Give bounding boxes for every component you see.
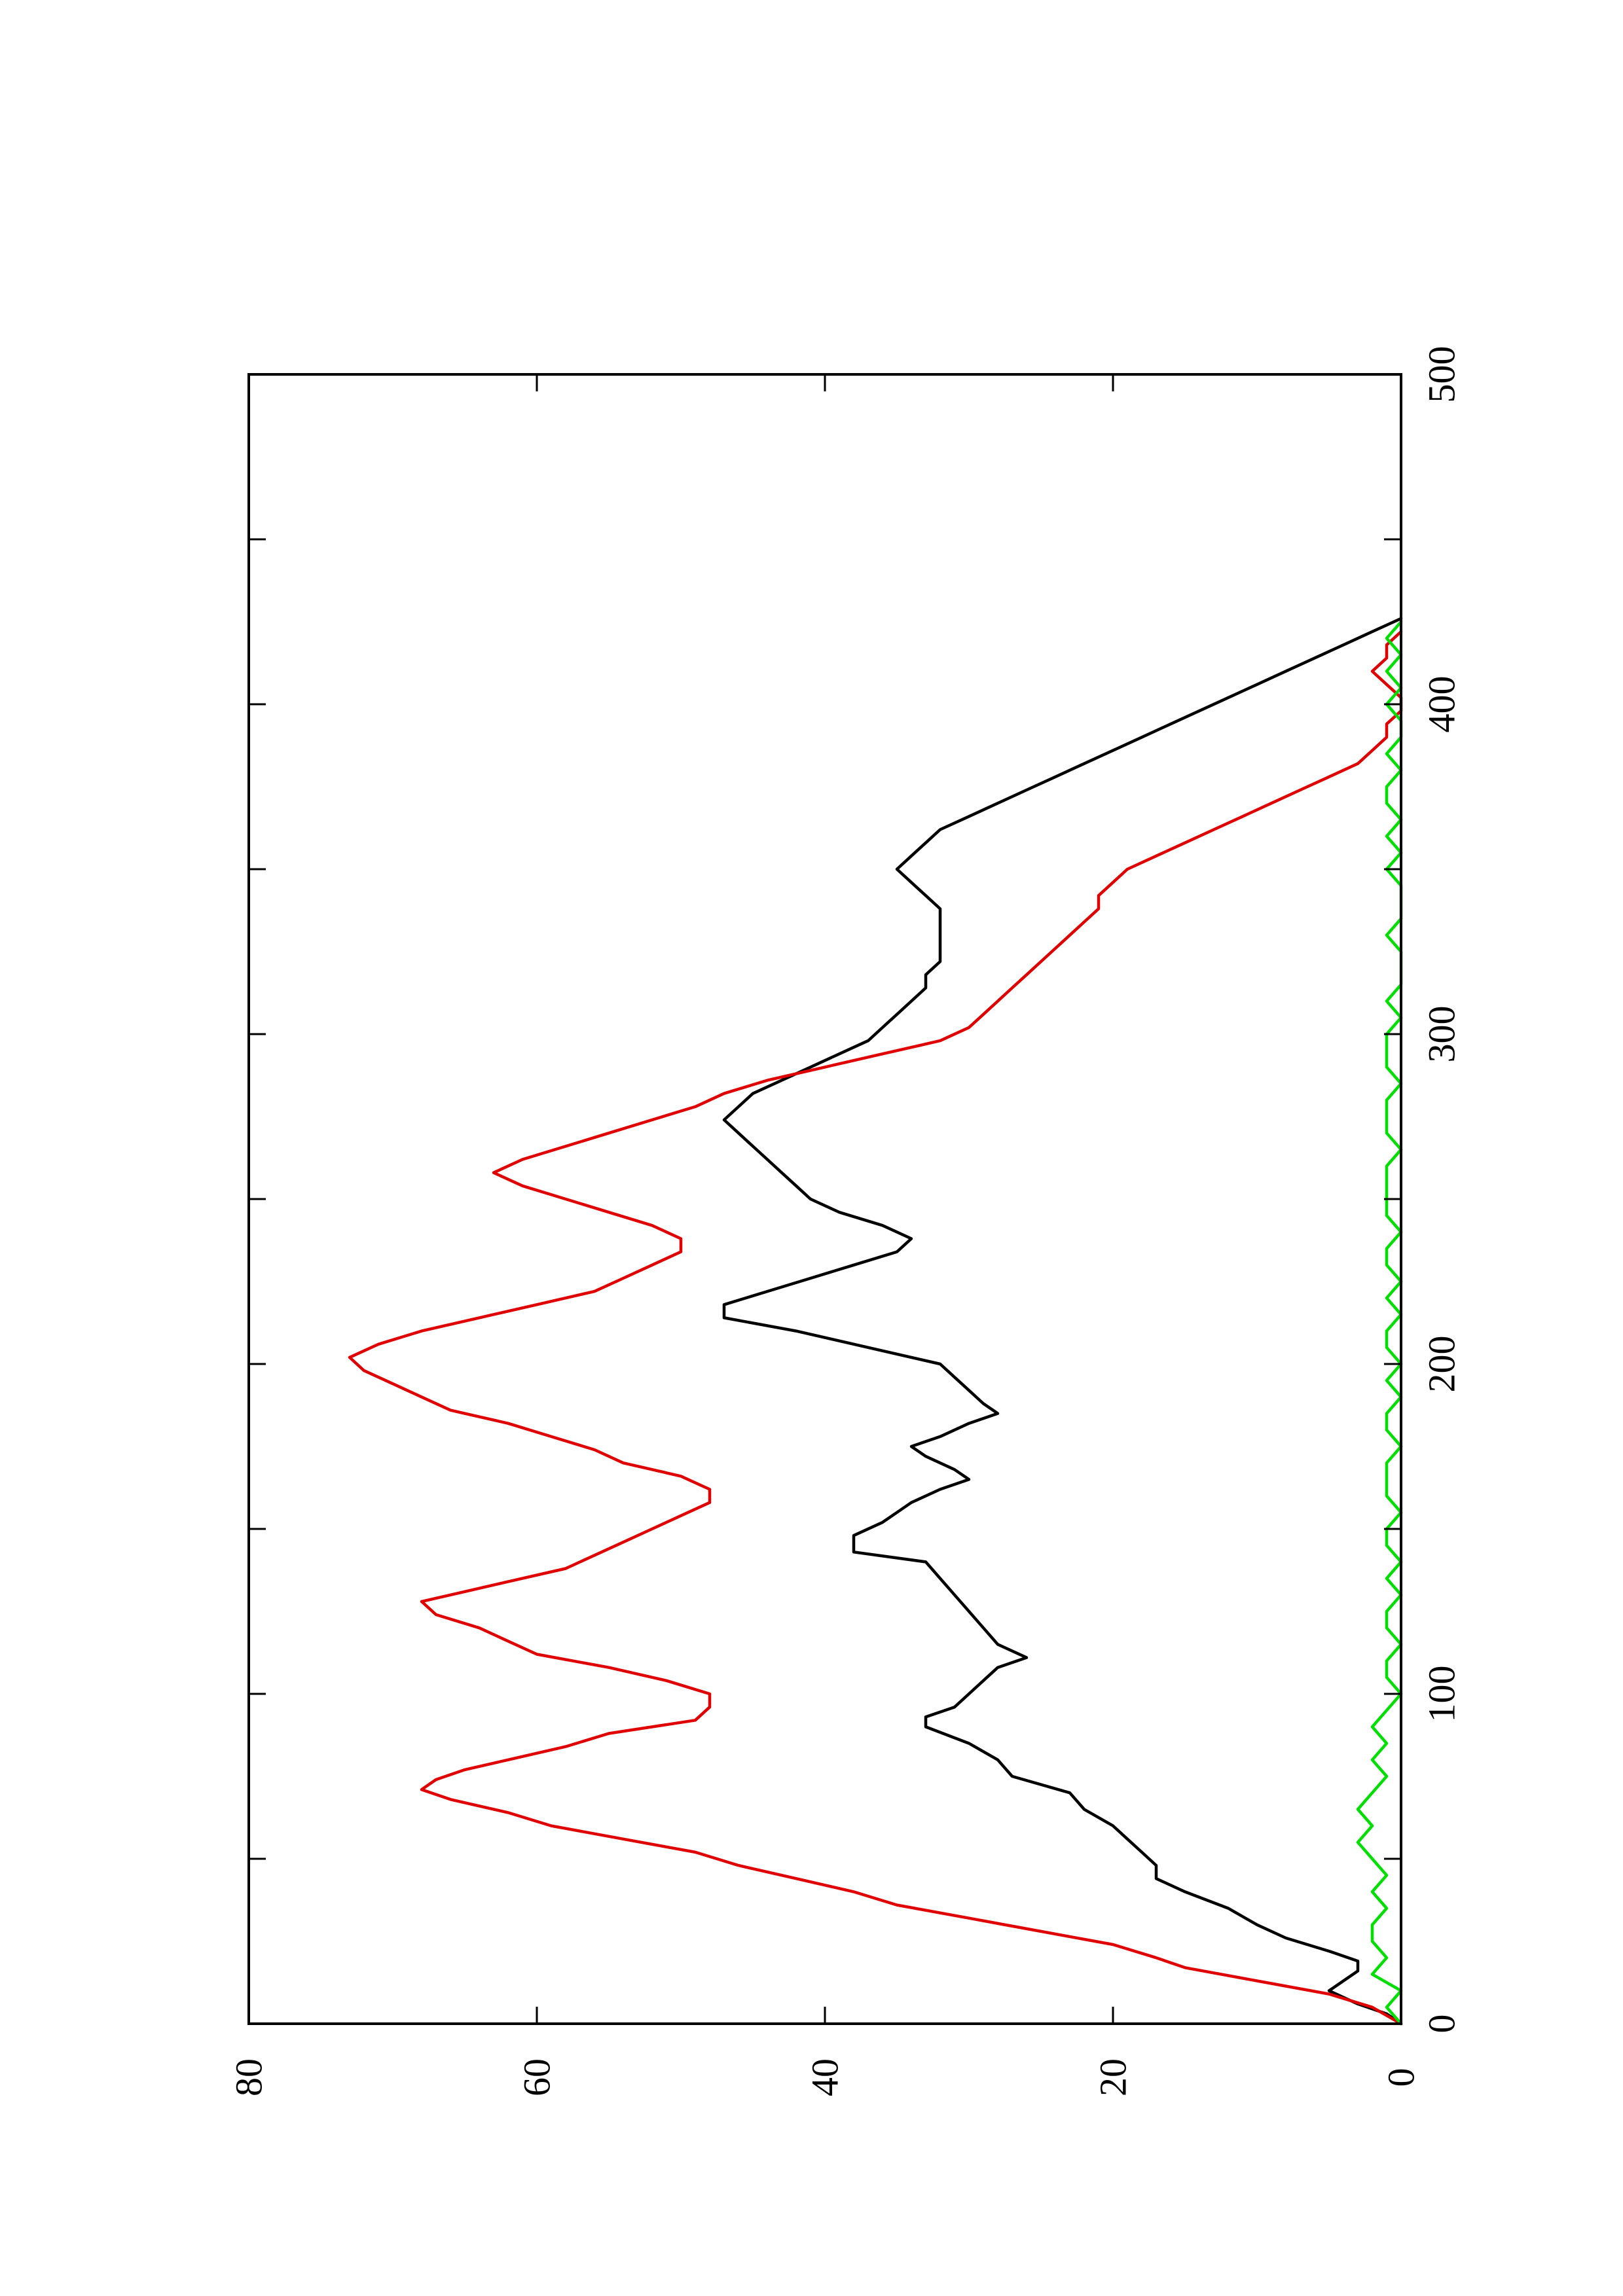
x-tick-label-100: 100 <box>1421 1666 1463 1723</box>
x-tick-label-500: 500 <box>1421 346 1463 403</box>
series-line-0 <box>722 617 1403 2026</box>
x-tick-label-400: 400 <box>1421 676 1463 733</box>
series-line-1 <box>348 630 1403 2026</box>
series-layer <box>348 617 1403 2026</box>
series-line-2 <box>1356 620 1403 2026</box>
y-tick-label-20: 20 <box>1092 2058 1135 2096</box>
y-tick-label-60: 60 <box>516 2058 558 2096</box>
x-tick-label-300: 300 <box>1421 1006 1463 1063</box>
x-tick-label-200: 200 <box>1421 1336 1463 1393</box>
tick-layer <box>247 373 1402 2025</box>
x-tick-label-0: 0 <box>1421 2015 1463 2034</box>
y-tick-label-0: 0 <box>1380 2068 1423 2087</box>
y-tick-label-80: 80 <box>228 2058 270 2096</box>
label-layer: 0 100 200 300 400 500 0 20 40 60 80 <box>228 346 1463 2097</box>
y-tick-label-40: 40 <box>804 2058 847 2096</box>
